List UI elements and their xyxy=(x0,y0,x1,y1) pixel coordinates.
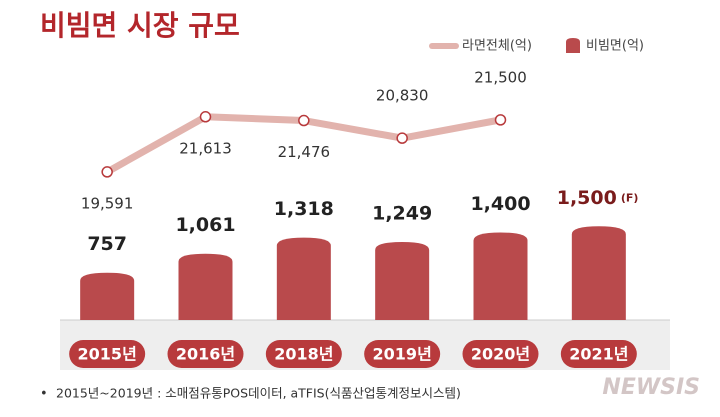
bar-value-label: 1,400 xyxy=(470,193,530,215)
category-pill xyxy=(364,340,441,368)
line-value-label: 21,613 xyxy=(179,139,232,157)
line-value-label: 20,830 xyxy=(376,87,429,105)
category-pill xyxy=(462,340,539,368)
category-pill xyxy=(265,340,342,368)
line-point xyxy=(298,114,310,127)
category-pill xyxy=(69,340,146,368)
bar xyxy=(473,232,528,320)
line-point xyxy=(494,114,507,126)
bar xyxy=(375,241,430,320)
annotation: (F) xyxy=(621,191,639,204)
bar xyxy=(571,226,626,320)
category-pill xyxy=(560,340,637,368)
bar xyxy=(276,237,331,320)
watermark: NEWSIS xyxy=(602,375,700,400)
x-tick-label: 2015년 xyxy=(78,345,137,364)
line-value-label: 21,476 xyxy=(278,143,331,161)
x-tick-label: 2019년 xyxy=(373,345,432,364)
line-point xyxy=(199,111,212,123)
chart-title: 비빔면 시장 규모 xyxy=(40,9,240,42)
bar-value-label: 1,249 xyxy=(372,202,432,224)
bullet: • xyxy=(40,387,48,402)
category-pill xyxy=(167,340,244,368)
line-point xyxy=(396,132,408,144)
x-tick-label: 2018년 xyxy=(274,345,333,364)
x-tick-label: 2016년 xyxy=(176,345,235,364)
x-tick-label: 2021년 xyxy=(569,345,628,364)
legend-label: 비빔면(억) xyxy=(586,39,644,54)
line-point xyxy=(101,166,113,178)
legend-label: 라면전체(억) xyxy=(462,39,532,54)
bar-value-label: 1,061 xyxy=(175,214,235,236)
bar xyxy=(80,272,135,320)
legend-swatch xyxy=(566,38,580,53)
bar-value-label: 1,318 xyxy=(274,198,334,220)
footnote: 2015년~2019년 : 소매점유통POS데이터, aTFIS(식품산업통계정… xyxy=(56,386,461,401)
bar xyxy=(178,253,233,320)
x-tick-label: 2020년 xyxy=(471,345,530,364)
bar-value-label: 1,500 xyxy=(557,187,617,209)
line-value-label: 21,500 xyxy=(474,68,527,86)
line-value-label: 19,591 xyxy=(81,194,134,212)
bar-value-label: 757 xyxy=(87,233,127,255)
